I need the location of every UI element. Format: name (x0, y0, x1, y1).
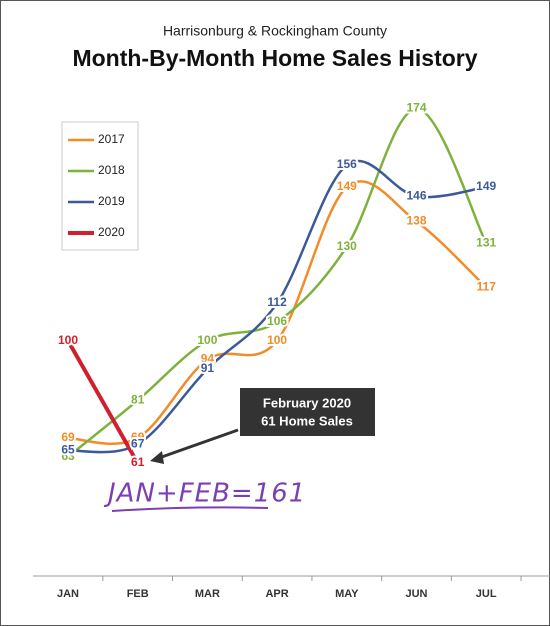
x-tick-label: APR (265, 588, 288, 600)
data-label: 149 (476, 179, 496, 193)
arrow-head (150, 451, 164, 464)
x-tick-label: JAN (57, 588, 79, 600)
series-line (67, 159, 487, 454)
data-label: 156 (337, 157, 357, 171)
data-label: 100 (58, 333, 78, 347)
callout-arrow (155, 428, 239, 461)
x-tick-label: JUL (476, 588, 497, 600)
data-label: 130 (337, 239, 357, 253)
x-tick-label: FEB (127, 588, 149, 600)
data-label: 100 (197, 333, 217, 347)
legend-label: 2019 (98, 194, 125, 208)
handwritten-note: JAN+FEB=161 (103, 479, 306, 509)
callout-text: 61 Home Sales (261, 413, 353, 428)
callout-text: February 2020 (263, 395, 351, 410)
note-underline (111, 506, 269, 512)
legend-box (61, 121, 139, 251)
data-label: 69 (131, 430, 145, 444)
data-label: 149 (337, 179, 357, 193)
data-label: 63 (61, 449, 75, 463)
legend-label: 2018 (98, 163, 125, 177)
data-label: 117 (477, 280, 497, 294)
data-label: 67 (131, 436, 145, 450)
series-line (66, 339, 140, 465)
series-line (67, 107, 488, 458)
data-label: 91 (201, 361, 215, 375)
data-label: 146 (406, 189, 426, 203)
data-label: 69 (61, 430, 75, 444)
data-label: 174 (406, 101, 426, 115)
data-label: 65 (61, 443, 75, 457)
series-line (67, 180, 488, 446)
data-label: 81 (131, 392, 145, 406)
data-label: 94 (201, 352, 215, 366)
x-tick-label: JUN (405, 588, 427, 600)
data-label: 131 (476, 236, 496, 250)
x-tick-label: MAR (195, 588, 220, 600)
data-label: 106 (267, 314, 287, 328)
legend-label: 2017 (98, 132, 125, 146)
plot-area: JAN FEB MAR APR MAY JUN JUL 69 69 94 100 149 138 117 6… (33, 99, 550, 600)
callout-box (240, 388, 375, 436)
data-label: 100 (267, 333, 287, 347)
chart-subtitle: Harrisonburg & Rockingham County (163, 23, 387, 39)
x-tick-label: MAY (335, 588, 359, 600)
data-label: 138 (406, 214, 426, 228)
legend-label: 2020 (98, 225, 125, 239)
legend: 2017 2018 2019 2020 (68, 132, 125, 239)
data-label: 61 (131, 455, 145, 469)
data-label: 112 (267, 295, 287, 309)
chart-title: Month-By-Month Home Sales History (72, 45, 477, 71)
